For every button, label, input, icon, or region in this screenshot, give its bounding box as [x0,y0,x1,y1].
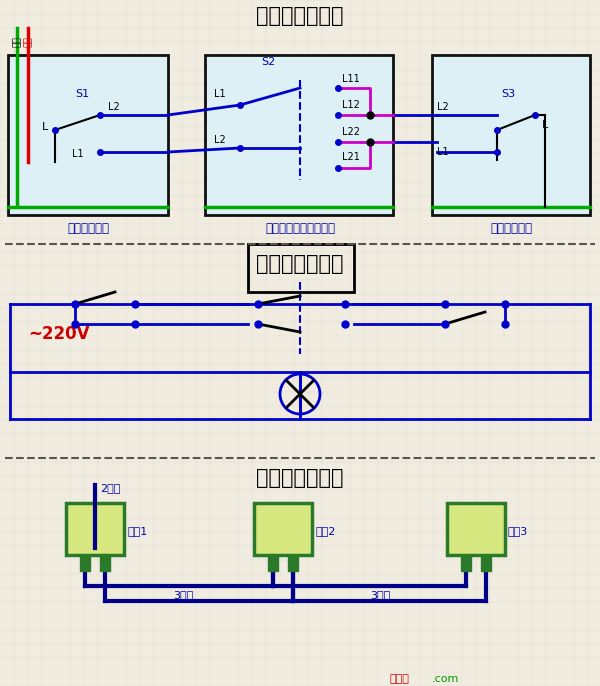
Text: 3根线: 3根线 [370,590,390,600]
Text: 接线图: 接线图 [390,674,410,684]
Text: 开关3: 开关3 [508,526,528,536]
Text: 三控开关布线图: 三控开关布线图 [256,468,344,488]
FancyBboxPatch shape [432,55,590,215]
FancyBboxPatch shape [8,55,168,215]
Text: S1: S1 [75,89,89,99]
Bar [268,555,278,571]
Text: L2: L2 [437,102,449,112]
Text: 2根线: 2根线 [100,483,121,493]
Text: L2: L2 [214,135,226,145]
Text: 中途开关（三控开关）: 中途开关（三控开关） [265,222,335,235]
FancyBboxPatch shape [447,503,505,555]
Text: L12: L12 [342,100,360,110]
FancyBboxPatch shape [66,503,124,555]
Text: 火线: 火线 [23,36,32,47]
Bar [481,555,491,571]
Text: 相线: 相线 [13,36,22,47]
FancyBboxPatch shape [254,503,312,555]
Text: L11: L11 [342,74,360,84]
Text: L: L [542,120,548,130]
Bar [288,555,298,571]
Text: 单开双控开关: 单开双控开关 [67,222,109,235]
Text: L1: L1 [437,147,449,157]
Text: S3: S3 [501,89,515,99]
Text: 三控开关接线图: 三控开关接线图 [256,6,344,26]
Text: L21: L21 [342,152,360,162]
Text: L2: L2 [108,102,120,112]
Text: S2: S2 [261,57,275,67]
FancyBboxPatch shape [205,55,393,215]
Text: L1: L1 [72,149,84,159]
Text: 开关1: 开关1 [127,526,147,536]
Text: ~220V: ~220V [28,325,89,343]
Text: L: L [42,122,48,132]
Bar [100,555,110,571]
Text: 3根线: 3根线 [173,590,193,600]
Text: .com: .com [432,674,460,684]
Bar [461,555,471,571]
Text: 开关2: 开关2 [315,526,335,536]
Text: L22: L22 [342,127,360,137]
Text: 三控开关原理图: 三控开关原理图 [256,254,344,274]
Bar [80,555,90,571]
Text: 单开双控开关: 单开双控开关 [490,222,532,235]
Text: L1: L1 [214,89,226,99]
